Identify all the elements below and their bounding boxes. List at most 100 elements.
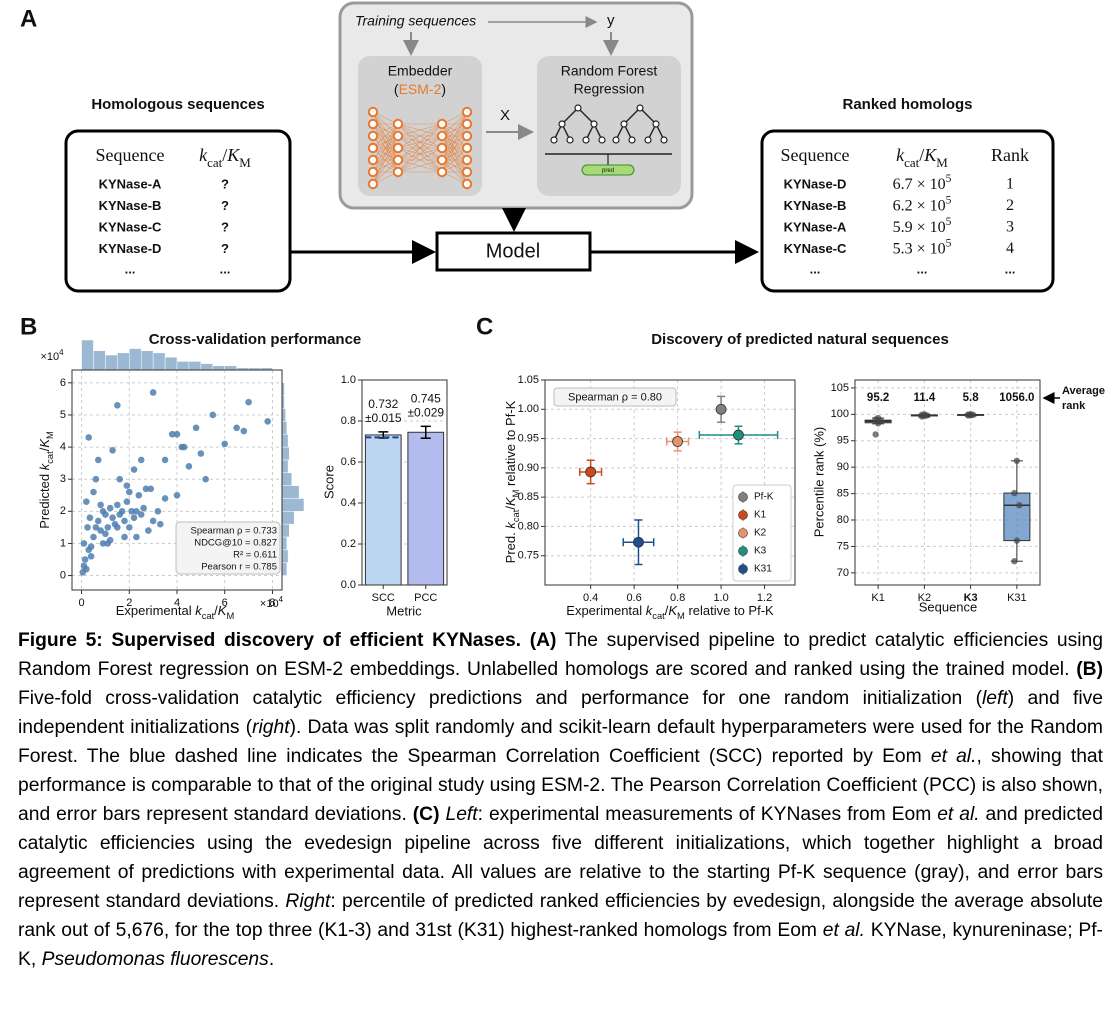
tree-edge: [577, 107, 595, 125]
text-part: Experimental: [566, 603, 645, 618]
legend-label: K1: [754, 510, 767, 521]
scatter-point: [87, 552, 95, 560]
network-edge: [372, 123, 399, 173]
scatter-point: [245, 398, 252, 406]
stats-text: NDCG@10 = 0.827: [194, 538, 277, 549]
x-tick-label: K31: [1007, 592, 1027, 604]
histogram-bar: [281, 536, 288, 551]
point: [1011, 489, 1018, 497]
network-edge: [372, 123, 399, 161]
ellipsis: ...: [1005, 261, 1016, 276]
y-tick-label: 4: [60, 441, 66, 453]
text-part: M: [511, 489, 521, 497]
annotation-box: [553, 387, 677, 407]
scatter-point: [85, 434, 93, 441]
rank-value: 1: [1006, 176, 1014, 193]
bar: [364, 434, 402, 586]
scatter-point: [173, 491, 181, 499]
network-edge: [441, 135, 468, 173]
network-edge: [372, 159, 399, 185]
scatter-point: [135, 491, 143, 499]
scatter-point: [264, 418, 271, 425]
caption-text: The supervised pipeline to predict catal…: [18, 630, 1104, 680]
x-tick-label: 0.6: [626, 592, 641, 604]
y-tick-label: 1.0: [341, 374, 356, 386]
scatter-point: [84, 524, 91, 531]
network-node: [436, 154, 448, 166]
scatter-point: [97, 501, 104, 509]
text-part: k: [646, 603, 654, 618]
histogram-bar: [281, 562, 288, 576]
network-node: [461, 118, 473, 130]
efficiency-value: 6.2 × 105: [893, 194, 952, 214]
histogram-bar: [281, 446, 290, 461]
network-node: [436, 130, 448, 142]
caption-text: left: [982, 688, 1008, 709]
scatter-point: [123, 498, 131, 505]
text-part: cat: [207, 155, 222, 170]
error-label: ±0.029: [407, 406, 444, 420]
network-node: [392, 118, 404, 130]
ellipsis: ...: [220, 261, 231, 276]
text-part: ESM-2: [399, 81, 442, 97]
data-point: [733, 429, 744, 441]
efficiency-value: ?: [221, 198, 229, 213]
rank-value: 3: [1006, 219, 1014, 236]
scatter-point: [202, 475, 209, 483]
scatter-point: [149, 517, 157, 525]
x-tick-label: 0.4: [583, 592, 598, 604]
scatter-point: [161, 456, 169, 464]
histogram-bar: [281, 549, 289, 563]
text-part: 5: [946, 173, 952, 185]
table-title: Ranked homologs: [842, 96, 972, 113]
text-part: ): [441, 81, 446, 97]
network-node: [367, 154, 379, 166]
y-tick-label: 75: [837, 540, 849, 552]
scatter-point: [118, 508, 126, 515]
text-part: Pred.: [503, 529, 518, 564]
scatter-point: [192, 424, 200, 432]
caption-text: right: [252, 717, 290, 738]
text-part: k: [195, 603, 203, 618]
y-tick-label: 95: [837, 435, 849, 447]
text-part: 5.9 × 10: [893, 219, 946, 236]
legend-label: K2: [754, 528, 767, 539]
network-edge: [397, 123, 443, 149]
x-axis-label: Metric: [386, 603, 422, 618]
data-point: [585, 466, 597, 478]
text-part: cat: [511, 509, 521, 522]
scatter-point: [81, 556, 89, 563]
text-part: 6.7 × 10: [893, 176, 946, 193]
y-tick-label: 85: [837, 488, 849, 500]
scatter-point: [92, 524, 100, 531]
text-part: k: [896, 145, 905, 165]
tree-edge: [561, 107, 579, 125]
histogram-bar: [281, 459, 289, 474]
scatter-point: [87, 543, 95, 550]
text-part: M: [239, 155, 251, 170]
scatter-point: [99, 540, 107, 547]
caption-text: Figure 5: Supervised discovery of effici…: [18, 630, 557, 651]
pred-label: pred: [602, 168, 614, 174]
scatter-point: [104, 540, 112, 547]
figure-caption: Figure 5: Supervised discovery of effici…: [18, 626, 1103, 974]
scatter-point: [97, 527, 104, 534]
tree-node: [598, 136, 606, 144]
scatter-point: [104, 524, 112, 531]
y-tick-label: 0.80: [518, 520, 539, 532]
caption-text: et al.: [930, 746, 977, 767]
panel-label: C: [476, 313, 493, 340]
y-tick-label: 70: [837, 567, 849, 579]
scatter-point: [121, 517, 128, 525]
scatter-point: [86, 514, 94, 522]
text-part: Predicted: [37, 470, 52, 529]
network-node: [461, 166, 473, 178]
point: [874, 414, 882, 422]
caption-text: ). Data was split randomly and scikit-le…: [18, 717, 1103, 767]
data-point: [672, 436, 684, 447]
histogram-bar: [281, 433, 289, 448]
y-tick-label: 3: [60, 473, 66, 485]
network-node: [461, 130, 473, 142]
caption-text: et al.: [822, 920, 865, 941]
network-edge: [397, 135, 443, 173]
